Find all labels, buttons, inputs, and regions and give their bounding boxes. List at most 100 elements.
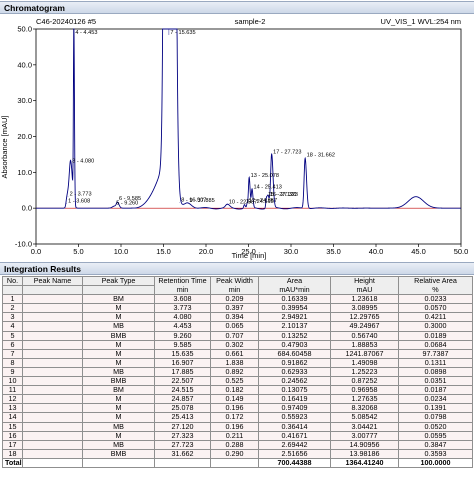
cell-7: 0.0233 — [398, 294, 473, 305]
cell-0: 2 — [2, 303, 23, 314]
cell-6: 1.88853 — [330, 339, 399, 350]
x-tick-label: 40.0 — [369, 247, 384, 256]
y-tick-label: -10.0 — [15, 240, 32, 249]
cell-3: 24.857 — [154, 394, 211, 405]
cell-5: 0.16339 — [258, 294, 331, 305]
total-cell-5: 700.44388 — [258, 457, 331, 468]
cell-5: 2.51656 — [258, 448, 331, 459]
cell-2: M — [82, 348, 155, 359]
cell-2: BMB — [82, 376, 155, 387]
cell-7: 0.3000 — [398, 321, 473, 332]
cell-1 — [22, 421, 83, 432]
table-row: 2 M 3.773 0.397 0.39954 3.08995 0.0570 — [2, 303, 473, 314]
cell-3: 24.515 — [154, 385, 211, 396]
peak-label: 4 - 4.453 — [75, 30, 97, 36]
chart-top-left-label: C46-20240126 #5 — [36, 17, 96, 26]
cell-6: 5.08542 — [330, 412, 399, 423]
cell-4: 0.196 — [210, 403, 259, 414]
integration-table-wrapper: No. Peak Name Peak Type Retention Time Peak … — [2, 275, 473, 468]
cell-4: 0.290 — [210, 448, 259, 459]
cell-2: M — [82, 303, 155, 314]
cell-2: M — [82, 312, 155, 323]
peak-label: 5 - 9.260 — [116, 201, 138, 207]
cell-1 — [22, 366, 83, 378]
cell-0: 3 — [2, 312, 23, 323]
table-row: 11 BM 24.515 0.182 0.13075 0.96958 0.0187 — [2, 385, 473, 396]
cell-5: 0.62933 — [258, 366, 331, 378]
cell-1 — [22, 294, 83, 305]
cell-4: 0.172 — [210, 412, 259, 423]
chart-top-right-label: UV_VIS_1 WVL:254 nm — [381, 17, 461, 26]
peak-label: 17 - 27.723 — [273, 149, 301, 155]
cell-5: 0.24562 — [258, 376, 331, 387]
cell-1 — [22, 376, 83, 387]
cell-7: 0.3847 — [398, 439, 473, 450]
cell-7: 0.0798 — [398, 412, 473, 423]
y-tick-label: 10.0 — [17, 168, 32, 177]
peak-label: 15 - 27.120 — [268, 192, 296, 198]
cell-0: 16 — [2, 430, 23, 441]
cell-4: 0.182 — [210, 385, 259, 396]
x-tick-label: 15.0 — [156, 247, 171, 256]
x-tick-label: 10.0 — [114, 247, 129, 256]
chart-top-center-label: sample-2 — [235, 17, 266, 26]
cell-3: 27.323 — [154, 430, 211, 441]
signal-trace — [36, 28, 461, 210]
peak-label: 10 - 22.507 — [229, 199, 257, 205]
column-header-2: Peak Type — [82, 275, 155, 287]
cell-4: 0.707 — [210, 330, 259, 341]
cell-1 — [22, 357, 83, 368]
total-cell-7: 100.0000 — [398, 457, 473, 468]
cell-3: 9.585 — [154, 339, 211, 350]
cell-6: 1.27635 — [330, 394, 399, 405]
column-unit-4: min — [210, 285, 259, 296]
cell-1 — [22, 339, 83, 350]
y-tick-label: 20.0 — [17, 132, 32, 141]
cell-7: 0.0351 — [398, 376, 473, 387]
cell-0: 15 — [2, 421, 23, 432]
cell-3: 25.413 — [154, 412, 211, 423]
chromatogram-svg: 0.0 5.0 10.0 15.0 20.0 25.0 30.0 35.0 40.0 45.0 50… — [0, 15, 474, 261]
cell-3: 22.507 — [154, 376, 211, 387]
column-header-5: Area — [258, 275, 331, 286]
cell-4: 0.394 — [210, 312, 259, 323]
cell-2: M — [82, 403, 155, 414]
table-row: 17 MB 27.723 0.288 2.69442 14.90956 0.3847 — [2, 439, 473, 450]
y-tick-label: 50.0 — [17, 25, 32, 34]
cell-3: 3.773 — [154, 303, 211, 314]
cell-0: 8 — [2, 357, 23, 368]
cell-1 — [22, 385, 83, 396]
cell-0: 13 — [2, 403, 23, 414]
cell-3: 4.080 — [154, 312, 211, 323]
cell-6: 1241.87067 — [330, 348, 399, 359]
cell-2: M — [82, 339, 155, 350]
column-unit-0 — [2, 285, 23, 296]
peak-label: 9 - 17.885 — [190, 198, 215, 204]
cell-0: 7 — [2, 348, 23, 359]
cell-6: 3.08995 — [330, 303, 399, 314]
peak-label: 18 - 31.662 — [307, 153, 335, 159]
cell-1 — [22, 312, 83, 323]
chromatogram-header: Chromatogram — [0, 1, 474, 14]
cell-1 — [22, 321, 83, 332]
cell-2: BMB — [82, 330, 155, 341]
cell-6: 0.87252 — [330, 376, 399, 387]
x-tick-label: 25.0 — [241, 247, 256, 256]
table-row: 7 M 15.635 0.661 684.60458 1241.87067 97.7387 — [2, 348, 473, 359]
cell-0: 11 — [2, 385, 23, 396]
cell-4: 0.525 — [210, 376, 259, 387]
table-units-row: min min mAU*min mAU% — [2, 285, 473, 296]
cell-6: 14.90956 — [330, 439, 399, 450]
table-row: 5 BMB 9.260 0.707 0.13252 0.56740 0.0189 — [2, 330, 473, 341]
x-axis-label: Time [min] — [232, 251, 267, 260]
cell-7: 0.3593 — [398, 448, 473, 459]
peak-label: 3 - 4.080 — [72, 159, 94, 165]
cell-4: 0.149 — [210, 394, 259, 405]
cell-6: 3.04421 — [330, 421, 399, 432]
cell-5: 0.13252 — [258, 330, 331, 341]
cell-2: BM — [82, 385, 155, 396]
cell-6: 0.96958 — [330, 385, 399, 396]
cell-4: 0.196 — [210, 421, 259, 432]
table-total-row: Total: 700.44388 1364.41240 100.0000 — [2, 457, 473, 468]
cell-1 — [22, 330, 83, 341]
